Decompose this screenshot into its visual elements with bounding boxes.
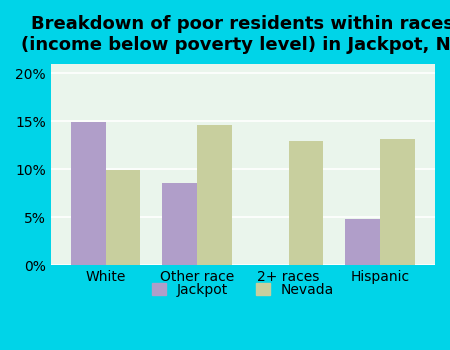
Bar xyxy=(71,122,105,265)
Title: Breakdown of poor residents within races
(income below poverty level) in Jackpot: Breakdown of poor residents within races… xyxy=(21,15,450,54)
Bar xyxy=(380,140,415,265)
Bar xyxy=(288,141,324,265)
Bar xyxy=(162,183,197,265)
Bar xyxy=(197,125,232,265)
Bar xyxy=(345,219,380,265)
Legend: Jackpot, Nevada: Jackpot, Nevada xyxy=(146,278,339,302)
Bar xyxy=(105,170,140,265)
